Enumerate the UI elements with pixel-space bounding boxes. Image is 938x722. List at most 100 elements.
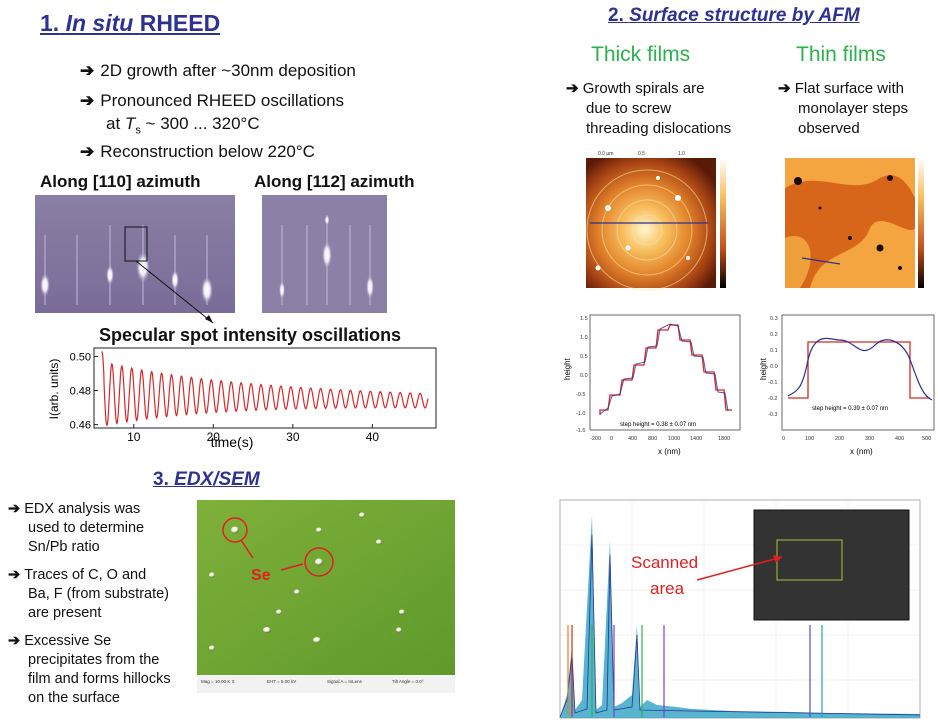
svg-text:Mag = 10.00 K X: Mag = 10.00 K X xyxy=(201,679,235,684)
arrow-right-icon: ➔ xyxy=(566,80,583,97)
edx-b2-l2: Ba, F (from substrate) xyxy=(28,586,170,602)
rheed-bullet-2-cont: at Ts ~ 300 ... 320°C xyxy=(106,113,260,141)
rheed-bullet-2-text: Pronounced RHEED oscillations xyxy=(100,91,345,110)
y-tick-label-0: 0.46 xyxy=(70,420,91,432)
rheed-ts-sub: s xyxy=(135,124,141,137)
edx-bullet-2: ➔ Traces of C, O and Ba, F (from substra… xyxy=(8,566,169,623)
thick-films-heading: Thick films xyxy=(591,43,691,66)
edx-b1-l1: EDX analysis was xyxy=(24,501,141,517)
arrow-right-icon: ➔ xyxy=(80,142,95,161)
edx-title-num: 3. xyxy=(153,469,169,490)
edx-spectrum: Scanned area xyxy=(559,499,921,719)
x-axis-label: time(s) xyxy=(211,434,254,450)
edx-b2-l1: Traces of C, O and xyxy=(24,567,147,583)
rheed-title: 1. In situ RHEED xyxy=(40,10,220,37)
afm-title-text: Surface structure by AFM xyxy=(629,5,860,26)
x-tick-label-1: 20 xyxy=(207,430,221,444)
svg-text:0: 0 xyxy=(782,436,785,442)
edx-b2-l3: are present xyxy=(28,605,102,621)
rheed-ts-value: ~ 300 ... 320°C xyxy=(145,114,260,133)
thick-height-label: height xyxy=(563,357,572,380)
edx-b3-l4: on the surface xyxy=(28,690,120,706)
thin-bullet-line-2: monolayer steps xyxy=(798,100,909,117)
oscillation-chart: 10 20 30 40 0.46 0.48 0.50 time(s) I(arb. unit… xyxy=(47,347,437,450)
rheed-bullet-1: ➔ 2D growth after ~30nm deposition xyxy=(80,60,356,82)
rheed-bullet-3-text: Reconstruction below 220°C xyxy=(100,142,315,161)
svg-text:-200: -200 xyxy=(590,436,601,442)
rheed-title-rest: RHEED xyxy=(139,10,221,36)
arrow-right-icon: ➔ xyxy=(80,91,95,110)
oscillation-title: Specular spot intensity oscillations xyxy=(99,325,402,345)
svg-text:0.3: 0.3 xyxy=(770,316,778,322)
edx-b3-l1: Excessive Se xyxy=(24,633,112,649)
arrow-right-icon: ➔ xyxy=(8,501,25,517)
rheed-pattern-112 xyxy=(262,195,387,313)
svg-text:Signal A = InLens: Signal A = InLens xyxy=(327,679,363,684)
thin-bullet-line-1: Flat surface with xyxy=(794,80,904,97)
thin-bullet: ➔ Flat surface with monolayer steps obse… xyxy=(778,79,908,139)
rheed-ts-symbol: T xyxy=(124,114,136,133)
label-110-azimuth: Along [110] azimuth xyxy=(40,172,201,191)
svg-text:0.0 µm: 0.0 µm xyxy=(598,151,613,157)
svg-text:0.1: 0.1 xyxy=(770,348,778,354)
svg-text:0.5: 0.5 xyxy=(638,151,645,157)
svg-text:-0.2: -0.2 xyxy=(768,396,777,402)
rheed-pattern-110 xyxy=(35,195,235,313)
svg-text:-0.5: -0.5 xyxy=(576,392,585,398)
x-tick-label-2: 30 xyxy=(286,430,300,444)
x-tick-label-0: 10 xyxy=(127,430,141,444)
svg-text:0.2: 0.2 xyxy=(770,332,778,338)
edx-b3-l2: precipitates from the xyxy=(28,652,160,668)
thin-height-label: height xyxy=(760,357,768,380)
thick-bullet-line-1: Growth spirals are xyxy=(582,80,705,97)
afm-title: 2. Surface structure by AFM xyxy=(608,5,860,27)
afm-thick-profile: step height = 0.38 ± 0.07 nm height x (n… xyxy=(563,314,741,456)
svg-text:1000: 1000 xyxy=(668,436,680,442)
series-line-intensity xyxy=(101,351,429,427)
thin-films-heading: Thin films xyxy=(796,43,886,66)
svg-text:500: 500 xyxy=(922,436,931,442)
se-label: Se xyxy=(251,567,271,584)
edx-b1-l2: used to determine xyxy=(28,520,145,536)
svg-text:1800: 1800 xyxy=(718,436,730,442)
svg-text:200: 200 xyxy=(835,436,844,442)
thick-bullet-line-2: due to screw xyxy=(586,100,672,117)
svg-text:1.5: 1.5 xyxy=(580,316,588,322)
rheed-bullet-2-at: at xyxy=(106,114,121,133)
svg-text:0.0: 0.0 xyxy=(770,364,778,370)
arrow-right-icon: ➔ xyxy=(778,80,795,97)
rheed-title-num: 1. xyxy=(40,10,60,36)
afm-thin-profile: step height = 0.39 ± 0.07 nm height x (n… xyxy=(760,314,935,456)
rheed-bullet-3: ➔ Reconstruction below 220°C xyxy=(80,141,315,163)
scanned-label: Scanned xyxy=(631,553,698,572)
arrow-right-icon: ➔ xyxy=(8,633,25,649)
edx-bullet-3: ➔ Excessive Se precipitates from the fil… xyxy=(8,632,171,708)
svg-text:0.5: 0.5 xyxy=(580,354,588,360)
edx-title-text: EDX/SEM xyxy=(174,469,260,490)
thick-bullet-line-3: threading dislocations xyxy=(586,120,732,137)
svg-text:400: 400 xyxy=(895,436,904,442)
chart-frame xyxy=(93,347,437,429)
edx-b3-l3: film and forms hillocks xyxy=(28,671,171,687)
rheed-bullet-1-text: 2D growth after ~30nm deposition xyxy=(100,61,356,80)
edx-b1-l3: Sn/Pb ratio xyxy=(28,539,100,555)
arrow-right-icon: ➔ xyxy=(80,61,95,80)
svg-text:Tilt Angle = 0.0°: Tilt Angle = 0.0° xyxy=(392,679,424,684)
edx-bullet-1: ➔ EDX analysis was used to determine Sn/… xyxy=(8,500,144,557)
area-label: area xyxy=(650,579,685,598)
svg-text:EHT = 5.00 kV: EHT = 5.00 kV xyxy=(267,679,296,684)
svg-text:1.0: 1.0 xyxy=(580,335,588,341)
rheed-title-italic: In situ xyxy=(65,10,134,36)
svg-text:1.0: 1.0 xyxy=(678,151,685,157)
y-axis-label: I(arb. units) xyxy=(47,359,61,420)
edx-title: 3. EDX/SEM xyxy=(153,469,260,491)
svg-text:1400: 1400 xyxy=(690,436,702,442)
svg-text:0.0: 0.0 xyxy=(580,373,588,379)
svg-text:300: 300 xyxy=(865,436,874,442)
afm-title-num: 2. xyxy=(608,5,624,26)
svg-text:400: 400 xyxy=(628,436,637,442)
rheed-bullet-2: ➔ Pronounced RHEED oscillations xyxy=(80,90,344,112)
thin-bullet-line-3: observed xyxy=(798,120,860,137)
svg-text:0: 0 xyxy=(610,436,613,442)
zoom-arrow xyxy=(135,260,214,324)
